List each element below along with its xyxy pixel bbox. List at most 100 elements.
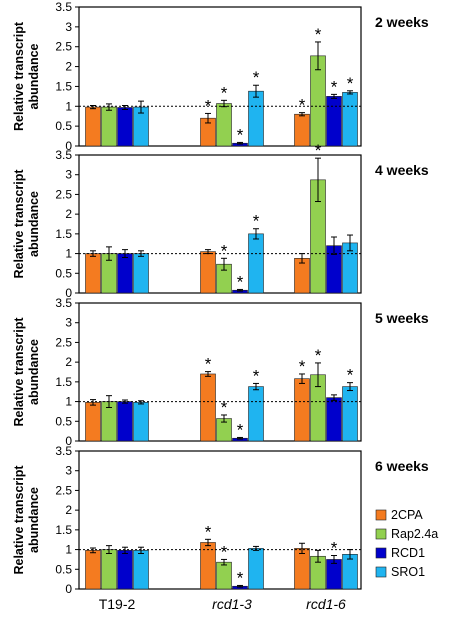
significance-star: *	[253, 366, 260, 385]
y-tick-label: 0.5	[55, 414, 72, 428]
y-tick-label: 2.5	[55, 483, 72, 497]
bar	[133, 402, 149, 442]
panel-4: 0 0.5 1 1.5 2 2.5 3 3.5 Relative transcriptabund…	[12, 444, 429, 596]
bar	[85, 402, 101, 442]
y-tick-label: 2	[65, 503, 72, 517]
significance-star: *	[205, 355, 212, 374]
y-tick-label: 3	[65, 464, 72, 478]
bar	[294, 548, 310, 590]
y-tick-label: 2.5	[55, 40, 72, 54]
y-tick-label: 0.5	[55, 119, 72, 133]
y-axis-label: Relative transcriptabundance	[12, 21, 41, 131]
legend-label: SRO1	[391, 565, 425, 579]
significance-star: *	[331, 538, 338, 557]
significance-star: *	[253, 212, 260, 231]
significance-star: *	[253, 68, 260, 87]
significance-star: *	[237, 420, 244, 439]
bar	[200, 373, 216, 442]
bar	[248, 90, 264, 147]
y-tick-label: 0.5	[55, 562, 72, 576]
y-tick-label: 3	[65, 168, 72, 182]
y-tick-label: 2.5	[55, 187, 72, 201]
bar	[85, 550, 101, 590]
legend-label: Rap2.4a	[391, 527, 438, 541]
bar	[133, 550, 149, 590]
y-tick-label: 3	[65, 20, 72, 34]
y-tick-label: 0	[65, 582, 72, 596]
y-tick-label: 1	[65, 543, 72, 557]
bar	[101, 549, 117, 590]
y-tick-label: 3.5	[55, 148, 72, 162]
bar	[133, 253, 149, 294]
y-tick-label: 3	[65, 316, 72, 330]
bar	[216, 103, 232, 147]
panel-title: 2 weeks	[375, 14, 429, 30]
bar	[216, 561, 232, 590]
y-tick-label: 1	[65, 99, 72, 113]
panel-3: 0 0.5 1 1.5 2 2.5 3 3.5 Relative transcriptabund…	[12, 296, 429, 448]
significance-star: *	[205, 522, 212, 541]
significance-star: *	[299, 357, 306, 376]
bar	[85, 253, 101, 294]
y-tick-label: 0	[65, 286, 72, 300]
panel-title: 5 weeks	[375, 310, 429, 326]
bar	[294, 378, 310, 442]
y-axis-label: Relative transcriptabundance	[12, 169, 41, 279]
y-tick-label: 3.5	[55, 296, 72, 310]
y-tick-label: 3.5	[55, 0, 72, 14]
y-tick-label: 0	[65, 434, 72, 448]
bar	[85, 106, 101, 147]
significance-star: *	[331, 77, 338, 96]
legend: 2CPA Rap2.4a RCD1 SRO1	[375, 508, 438, 579]
y-tick-label: 1.5	[55, 523, 72, 537]
significance-star: *	[221, 241, 228, 260]
y-tick-label: 3.5	[55, 444, 72, 458]
bar	[294, 113, 310, 147]
significance-star: *	[237, 272, 244, 291]
significance-star: *	[221, 83, 228, 102]
significance-star: *	[347, 74, 354, 93]
panel-title: 6 weeks	[375, 458, 429, 474]
bar	[326, 397, 342, 442]
panel-title: 4 weeks	[375, 162, 429, 178]
y-tick-label: 2	[65, 60, 72, 74]
legend-swatch	[375, 547, 387, 559]
legend-swatch	[375, 528, 387, 540]
bar	[248, 548, 264, 590]
significance-star: *	[315, 141, 322, 160]
y-axis-label: Relative transcriptabundance	[12, 465, 41, 575]
y-tick-label: 1.5	[55, 79, 72, 93]
significance-star: *	[347, 366, 354, 385]
significance-star: *	[299, 96, 306, 115]
significance-star: *	[315, 346, 322, 365]
y-axis-label: Relative transcriptabundance	[12, 317, 41, 427]
significance-star: *	[315, 25, 322, 44]
significance-star: *	[221, 398, 228, 417]
y-tick-label: 1	[65, 395, 72, 409]
significance-star: *	[237, 568, 244, 587]
panel-2: 0 0.5 1 1.5 2 2.5 3 3.5 Relative transcriptabund…	[12, 141, 429, 300]
y-tick-label: 2	[65, 207, 72, 221]
y-tick-label: 0	[65, 139, 72, 153]
bar	[326, 96, 342, 147]
bar	[101, 106, 117, 147]
panel-1: 0 0.5 1 1.5 2 2.5 3 3.5 Relative transcriptabund…	[12, 0, 429, 153]
legend-label: 2CPA	[391, 508, 423, 522]
bar	[117, 550, 133, 590]
category-label: rcd1-6	[306, 596, 346, 612]
bar	[342, 386, 358, 442]
y-tick-label: 1	[65, 247, 72, 261]
y-tick-label: 2	[65, 355, 72, 369]
bar	[248, 386, 264, 442]
bar	[248, 233, 264, 294]
legend-swatch	[375, 509, 387, 521]
legend-label: RCD1	[391, 546, 425, 560]
y-tick-label: 1.5	[55, 227, 72, 241]
significance-star: *	[221, 542, 228, 561]
bar	[117, 107, 133, 147]
category-label: rcd1-3	[212, 596, 252, 612]
bar	[117, 401, 133, 442]
y-tick-label: 2.5	[55, 335, 72, 349]
significance-star: *	[237, 125, 244, 144]
